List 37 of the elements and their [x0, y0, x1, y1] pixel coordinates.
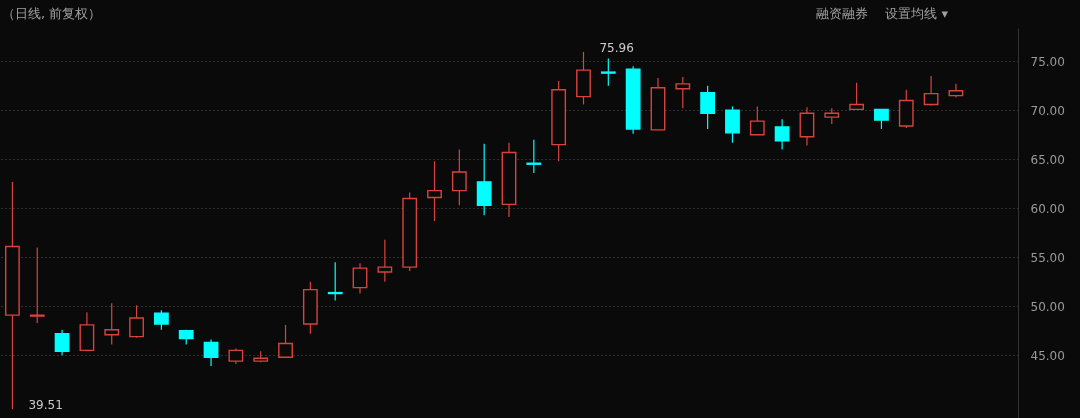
candlestick — [874, 108, 889, 130]
y-tick-label: 55.00 — [1030, 250, 1065, 265]
candlestick — [29, 246, 45, 324]
text: 设置均线 ▾ — [885, 6, 949, 21]
y-tick-label: 75.00 — [1030, 54, 1065, 69]
candlestick — [799, 106, 815, 147]
candlestick — [749, 105, 765, 136]
candlestick — [153, 309, 169, 331]
y-tick-label: 50.00 — [1030, 299, 1065, 314]
candlestick — [427, 160, 442, 222]
y-tick-label: 65.00 — [1030, 152, 1065, 167]
candlestick — [104, 302, 120, 346]
text: 融资融券 — [816, 6, 868, 21]
candlestick — [451, 148, 467, 206]
candlestick — [675, 76, 691, 109]
annotation: 75.96 — [599, 40, 634, 55]
candlestick — [129, 304, 144, 339]
y-tick-label: 70.00 — [1030, 103, 1065, 118]
candlestick — [948, 83, 964, 99]
chart-subtitle: （日线, 前复权） — [2, 6, 102, 21]
candlestick — [476, 143, 492, 216]
candlestick — [600, 57, 616, 87]
candlestick — [700, 85, 716, 130]
candlestick — [923, 75, 939, 107]
annotation: 39.51 — [28, 398, 63, 413]
candlestick — [278, 324, 293, 358]
candlestick — [526, 139, 542, 174]
candlestick — [377, 239, 393, 283]
candlestick — [54, 329, 70, 356]
candlestick — [327, 261, 343, 302]
candlestick — [849, 82, 865, 111]
candlestick — [725, 105, 740, 144]
y-tick-label: 45.00 — [1030, 348, 1065, 363]
candlestick — [203, 339, 219, 367]
candlestick — [352, 262, 368, 295]
candlestick — [774, 118, 790, 151]
y-tick-label: 60.00 — [1030, 201, 1065, 216]
